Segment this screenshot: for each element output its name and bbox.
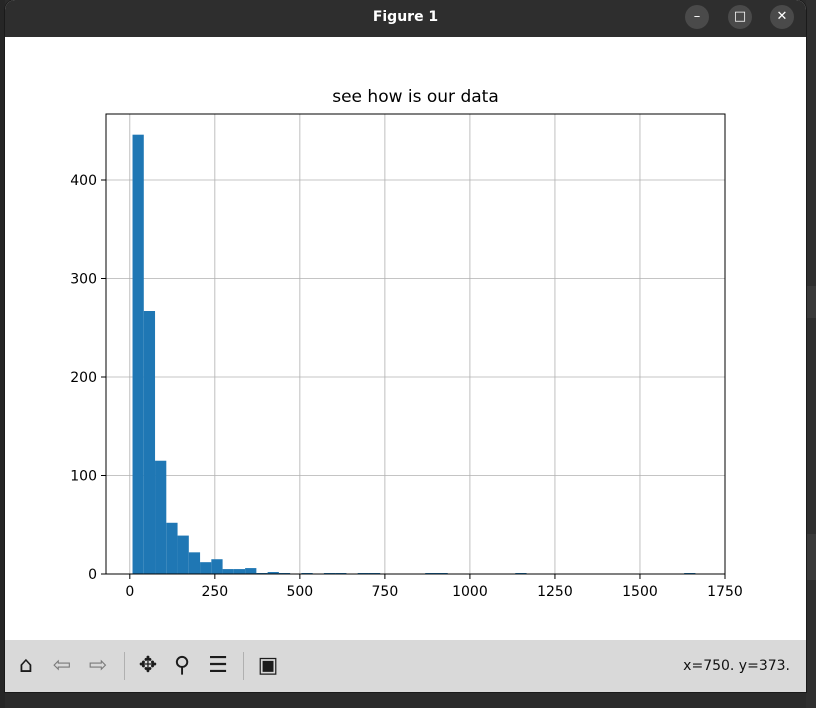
navigation-toolbar: ⌂ ⇦ ⇨ ✥ ⚲ ☰ ▣ x=750. y=373. xyxy=(5,640,806,692)
configure-subplots-icon[interactable]: ☰ xyxy=(208,653,228,678)
axes-frame xyxy=(105,113,726,575)
histogram-bar xyxy=(222,569,234,574)
maximize-button[interactable]: □ xyxy=(728,5,752,29)
y-tick-label: 200 xyxy=(70,370,97,386)
x-tick-label: 1250 xyxy=(537,584,573,600)
x-tick-label: 0 xyxy=(125,584,134,600)
y-tick-label: 300 xyxy=(70,271,97,287)
toolbar-separator xyxy=(243,652,244,680)
histogram-bar xyxy=(211,559,223,574)
x-tick-label: 1000 xyxy=(452,584,488,600)
y-tick-label: 0 xyxy=(88,567,97,583)
x-tick-label: 500 xyxy=(286,584,313,600)
histogram-bar xyxy=(188,552,201,574)
x-tick-label: 1500 xyxy=(622,584,658,600)
figure-canvas[interactable]: 0 250 500 750 1000 1250 1500 1750 0 100 200 300 400 s… xyxy=(5,37,806,640)
pan-icon[interactable]: ✥ xyxy=(138,653,158,678)
toolbar-separator xyxy=(124,652,125,680)
histogram-chart: 0 250 500 750 1000 1250 1500 1750 0 100 200 300 400 s… xyxy=(70,87,743,600)
chart-title: see how is our data xyxy=(332,87,499,107)
forward-arrow-icon[interactable]: ⇨ xyxy=(88,653,108,678)
histogram-bar xyxy=(177,535,189,574)
window-title: Figure 1 xyxy=(372,9,439,25)
window-titlebar[interactable]: Figure 1 – □ ✕ xyxy=(5,0,806,37)
zoom-icon[interactable]: ⚲ xyxy=(173,653,191,678)
histogram-bar xyxy=(166,522,178,574)
desktop-strip xyxy=(806,286,816,318)
y-tick-label: 100 xyxy=(70,468,97,484)
histogram-bar xyxy=(143,311,156,574)
x-tick-label: 1750 xyxy=(707,584,743,600)
home-icon[interactable]: ⌂ xyxy=(19,653,33,678)
back-arrow-icon[interactable]: ⇦ xyxy=(52,653,72,678)
cursor-coordinates: x=750. y=373. xyxy=(683,658,790,674)
x-tick-label: 750 xyxy=(372,584,399,600)
histogram-bar xyxy=(233,569,246,574)
save-icon[interactable]: ▣ xyxy=(257,653,279,678)
minimize-button[interactable]: – xyxy=(685,5,709,29)
figure-window: Figure 1 – □ ✕ 0 250 500 750 1000 1250 1500 175… xyxy=(5,0,806,692)
histogram-bar xyxy=(267,572,279,574)
y-tick-label: 400 xyxy=(70,173,97,189)
histogram-bar xyxy=(245,568,257,574)
close-button[interactable]: ✕ xyxy=(770,5,794,29)
histogram-bar xyxy=(155,460,167,574)
histogram-bar xyxy=(200,562,212,574)
desktop-left-edge xyxy=(0,0,5,708)
desktop-right-edge xyxy=(806,0,816,708)
histogram-bar xyxy=(132,134,144,574)
desktop-strip xyxy=(806,534,816,580)
x-tick-label: 250 xyxy=(201,584,228,600)
